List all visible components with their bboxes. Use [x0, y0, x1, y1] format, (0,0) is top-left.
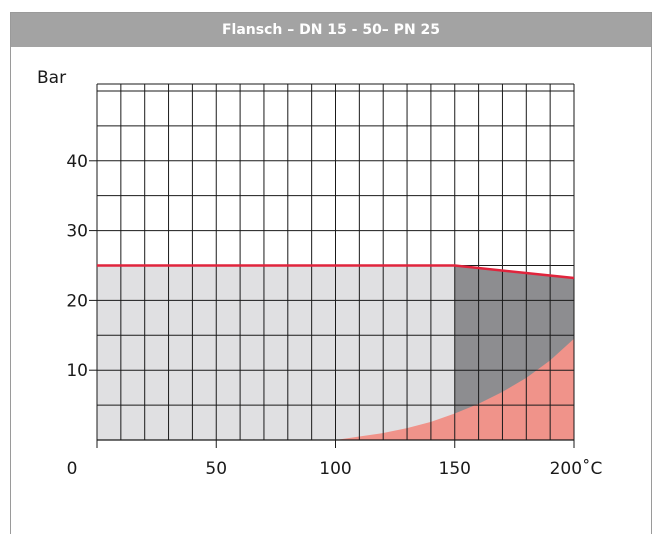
- x-tick-label: 150: [439, 459, 471, 479]
- x-tick-label: 50: [205, 459, 227, 479]
- x-tick-label: 0: [67, 459, 78, 479]
- x-tick-label: 100: [319, 459, 351, 479]
- y-tick-label: 40: [66, 152, 88, 172]
- y-tick-label: 20: [66, 291, 88, 311]
- y-tick-label: 10: [66, 361, 88, 381]
- pressure-limit-line: [97, 264, 575, 280]
- saturation-curve-area: [335, 338, 574, 440]
- y-axis-label: Bar: [37, 68, 66, 88]
- chart-title: Flansch – DN 15 - 50– PN 25: [221, 22, 441, 38]
- y-tick-label: 30: [66, 222, 88, 242]
- operating-area-light: [97, 265, 455, 440]
- chart-title-bar: Flansch – DN 15 - 50– PN 25: [11, 13, 651, 47]
- x-tick-label: 200˚C: [550, 458, 603, 479]
